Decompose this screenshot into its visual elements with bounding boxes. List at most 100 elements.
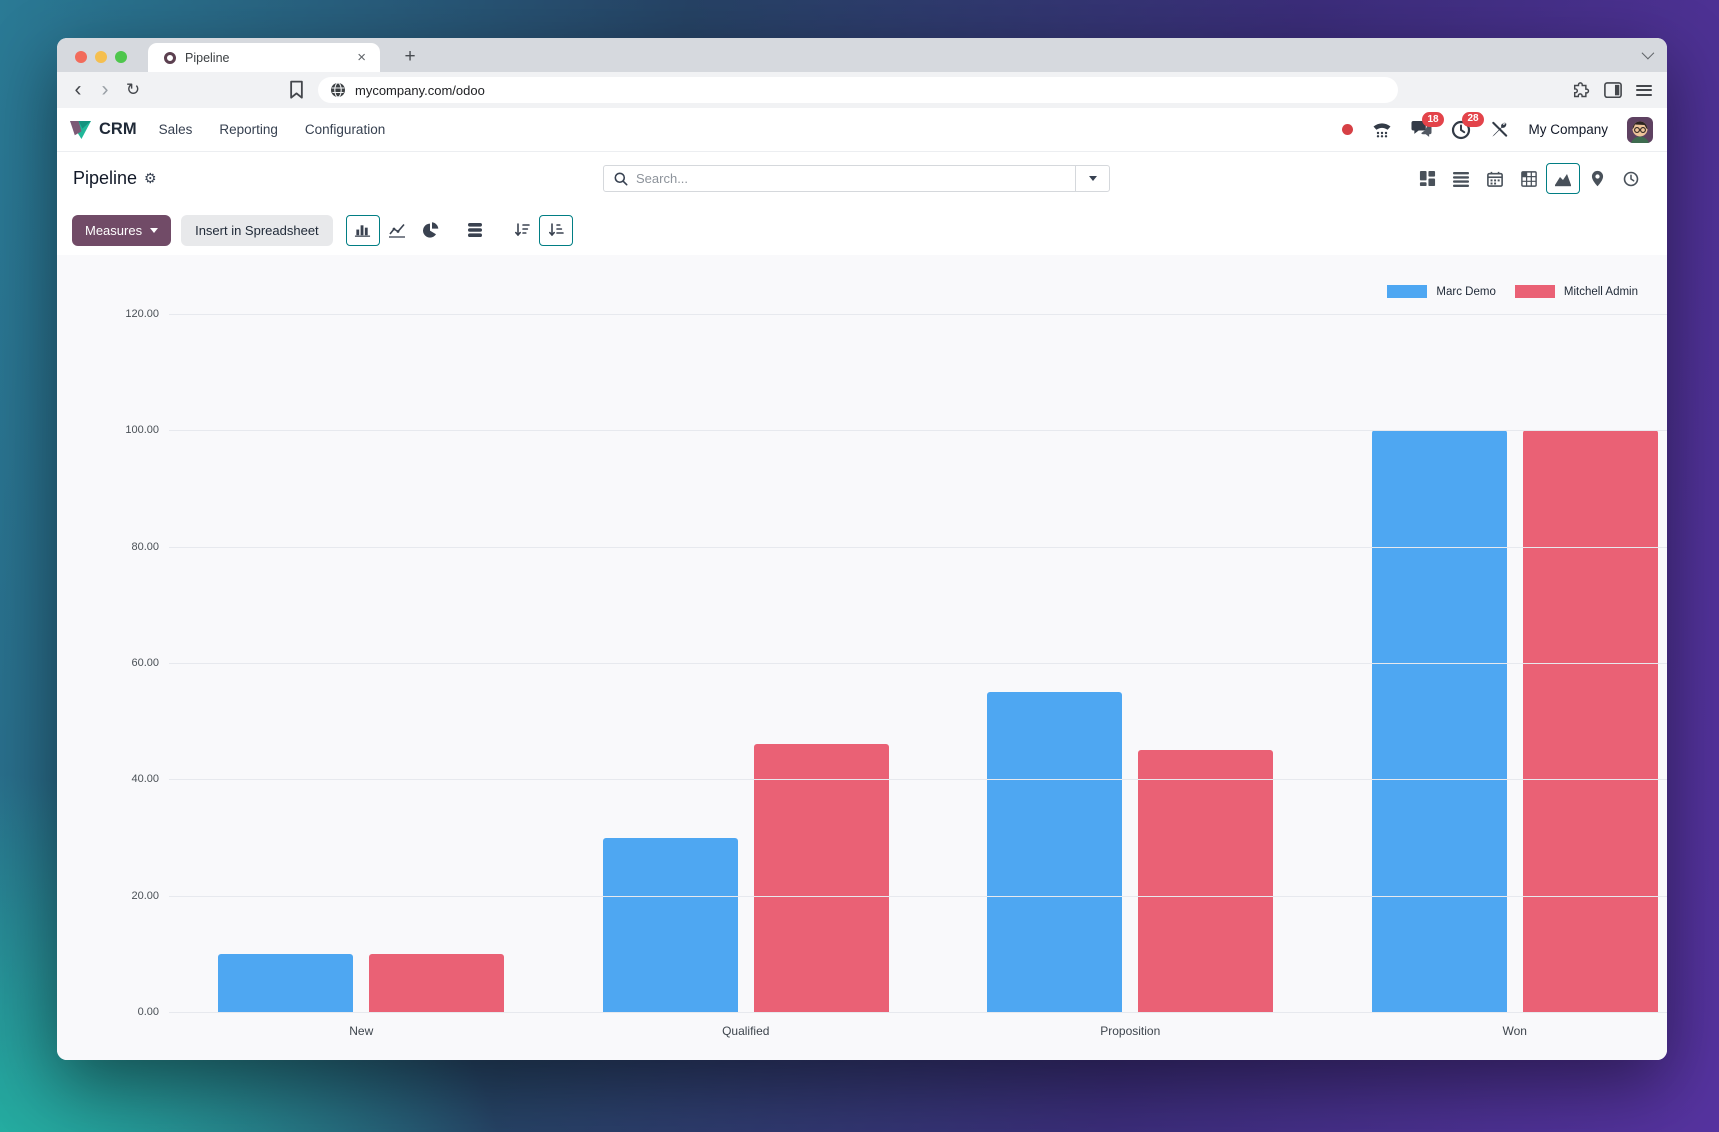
stacked-toggle-button[interactable] (458, 215, 492, 246)
chart-type-group (345, 214, 448, 246)
menu-sales[interactable]: Sales (158, 122, 193, 137)
search-icon (614, 172, 628, 185)
menu-configuration[interactable]: Configuration (304, 122, 386, 137)
bar-qualified-marc-demo[interactable] (602, 837, 738, 1012)
forward-button[interactable]: › (101, 78, 109, 101)
back-button[interactable]: ‹ (74, 78, 82, 101)
legend-swatch-red (1514, 285, 1555, 298)
bar-qualified-mitchell-admin[interactable] (753, 744, 889, 1012)
bar-group-qualified (554, 314, 939, 1012)
x-axis-label: Qualified (722, 1024, 770, 1038)
bar-group-won (1323, 314, 1668, 1012)
gridline (169, 663, 1667, 664)
app-name[interactable]: CRM (99, 120, 137, 138)
site-info-icon[interactable] (330, 82, 346, 98)
bar-group-proposition (938, 314, 1323, 1012)
y-axis-tick: 120.00 (125, 308, 159, 320)
action-gear-icon[interactable]: ⚙ (144, 170, 157, 186)
view-graph-button[interactable] (1546, 163, 1580, 194)
activities-badge: 28 (1462, 111, 1484, 127)
view-activity-button[interactable] (1614, 163, 1648, 194)
url-text: mycompany.com/odoo (355, 82, 485, 98)
measures-button[interactable]: Measures (72, 214, 172, 246)
bar-proposition-mitchell-admin[interactable] (1138, 750, 1274, 1012)
new-tab-button[interactable]: + (404, 46, 416, 67)
search-input[interactable] (636, 171, 1075, 186)
activities-clock-icon[interactable]: 28 (1451, 111, 1484, 140)
view-calendar-button[interactable] (1478, 163, 1512, 194)
sort-group (505, 214, 573, 246)
voip-phone-icon[interactable] (1372, 120, 1392, 140)
bar-new-mitchell-admin[interactable] (369, 953, 505, 1012)
graph-toolbar: Measures Insert in Spreadsheet (57, 205, 1667, 255)
chart-xlabels: New Qualified Proposition Won (169, 1024, 1667, 1038)
address-bar[interactable]: mycompany.com/odoo (318, 77, 1398, 103)
x-axis-label: Won (1502, 1024, 1527, 1038)
chevron-down-icon (1088, 176, 1097, 181)
minimize-window-button[interactable] (95, 51, 107, 63)
y-axis-tick: 20.00 (131, 889, 159, 902)
line-chart-button[interactable] (380, 215, 414, 246)
insert-in-spreadsheet-button[interactable]: Insert in Spreadsheet (181, 214, 333, 246)
y-axis-tick: 60.00 (131, 657, 159, 669)
recording-indicator-icon[interactable] (1342, 124, 1354, 135)
bar-group-new (169, 314, 554, 1012)
close-window-button[interactable] (75, 51, 87, 63)
x-axis-label: Proposition (1100, 1024, 1161, 1038)
gridline (169, 779, 1667, 781)
chart-area: Marc Demo Mitchell Admin 0.00 20.00 40.00 6… (57, 255, 1667, 1060)
user-avatar[interactable] (1627, 116, 1653, 143)
view-kanban-button[interactable] (1410, 163, 1444, 194)
view-map-button[interactable] (1580, 163, 1614, 194)
tab-title: Pipeline (185, 50, 230, 65)
tab-overview-chevron-icon[interactable] (1641, 46, 1655, 60)
tools-icon[interactable] (1490, 120, 1509, 139)
browser-tabstrip: Pipeline × + (57, 38, 1667, 72)
y-axis-tick: 80.00 (131, 540, 159, 553)
bar-won-marc-demo[interactable] (1371, 430, 1507, 1012)
y-axis-tick: 40.00 (131, 773, 159, 786)
crm-app-icon[interactable] (69, 120, 92, 140)
sort-ascending-button[interactable] (538, 214, 573, 246)
app-menu: Sales Reporting Configuration (159, 122, 386, 137)
zoom-window-button[interactable] (115, 51, 127, 63)
extensions-icon[interactable] (1568, 72, 1594, 108)
browser-menu-icon[interactable] (1631, 72, 1657, 108)
messages-icon[interactable]: 18 (1411, 112, 1444, 138)
gridline (169, 430, 1667, 432)
browser-toolbar: ‹ › ↻ mycompany.com/odoo (57, 72, 1667, 108)
reload-button[interactable]: ↻ (125, 80, 141, 99)
bar-chart-button[interactable] (345, 214, 380, 246)
gridline (169, 314, 1667, 315)
search-box (603, 165, 1110, 192)
browser-window: Pipeline × + ‹ › ↻ mycompany.com/odoo (57, 38, 1667, 1060)
bar-won-mitchell-admin[interactable] (1522, 430, 1658, 1012)
page-title: Pipeline (73, 168, 138, 188)
chart-legend: Marc Demo Mitchell Admin (1377, 285, 1638, 298)
window-controls (75, 51, 127, 63)
control-panel: Pipeline ⚙ (57, 152, 1667, 205)
bookmark-icon[interactable] (283, 72, 309, 108)
company-switcher[interactable]: My Company (1528, 122, 1608, 137)
sidebar-toggle-icon[interactable] (1600, 72, 1626, 108)
menu-reporting[interactable]: Reporting (219, 122, 278, 137)
systray: 18 28 My Company (1342, 111, 1655, 143)
legend-entry-marc-demo[interactable]: Marc Demo (1387, 285, 1496, 298)
odoo-navbar: CRM Sales Reporting Configuration 18 28 (57, 108, 1667, 152)
tab-favicon-icon (164, 51, 176, 64)
browser-tab[interactable]: Pipeline × (148, 43, 380, 72)
view-switcher (1410, 163, 1648, 194)
search-options-toggle[interactable] (1075, 166, 1109, 191)
sort-descending-button[interactable] (505, 215, 539, 246)
x-axis-label: New (349, 1024, 374, 1038)
legend-swatch-blue (1387, 285, 1428, 298)
bar-proposition-marc-demo[interactable] (987, 692, 1123, 1012)
legend-entry-mitchell-admin[interactable]: Mitchell Admin (1514, 285, 1638, 298)
view-list-button[interactable] (1444, 163, 1478, 194)
measures-label: Measures (85, 222, 143, 238)
bar-new-marc-demo[interactable] (218, 953, 354, 1012)
tab-close-icon[interactable]: × (357, 49, 366, 66)
pie-chart-button[interactable] (414, 215, 448, 246)
chevron-down-icon (150, 227, 159, 233)
view-pivot-button[interactable] (1512, 163, 1546, 194)
